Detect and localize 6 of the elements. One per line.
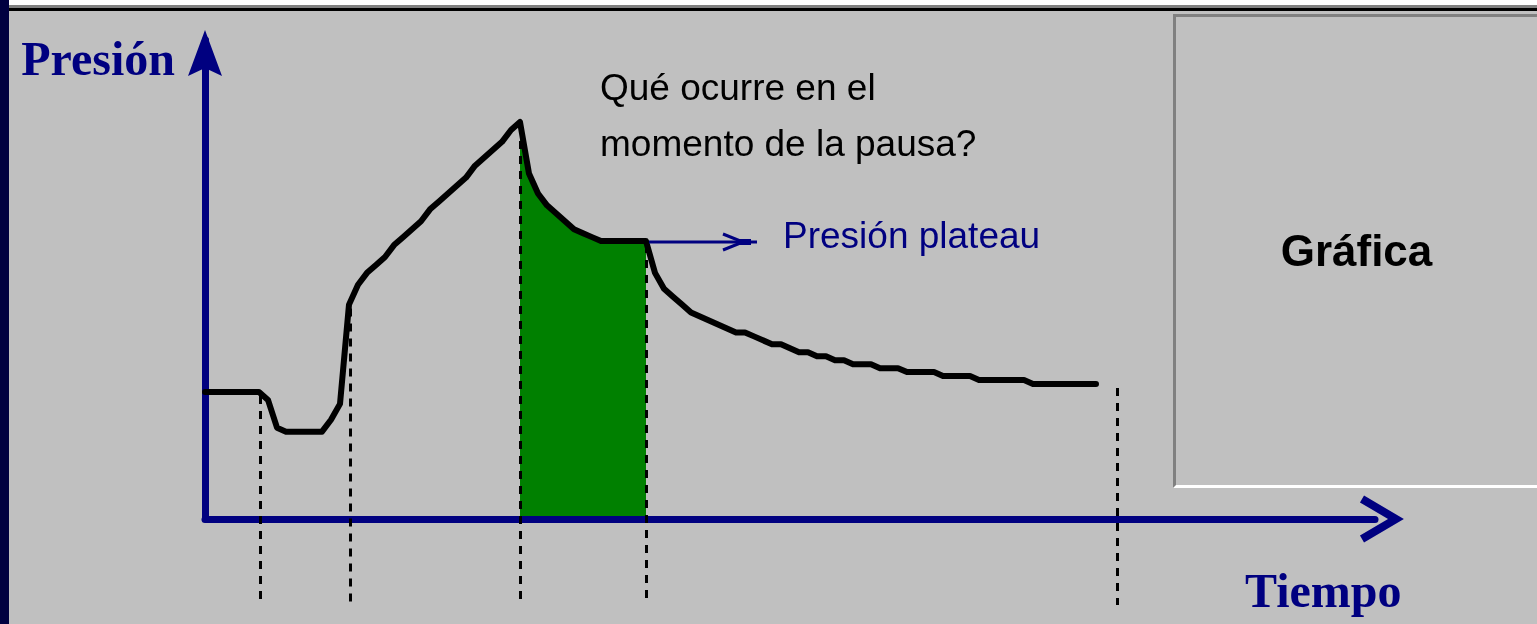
x-axis-title: Tiempo: [1245, 563, 1402, 617]
annotation: Gráfica: [1280, 226, 1433, 276]
y-axis-title: Presión: [21, 31, 175, 85]
annotation: Presión plateau: [783, 215, 1041, 257]
annotation: Qué ocurre en el momento de la pausa?: [600, 66, 978, 166]
panel: Gráfica: [1173, 14, 1537, 488]
